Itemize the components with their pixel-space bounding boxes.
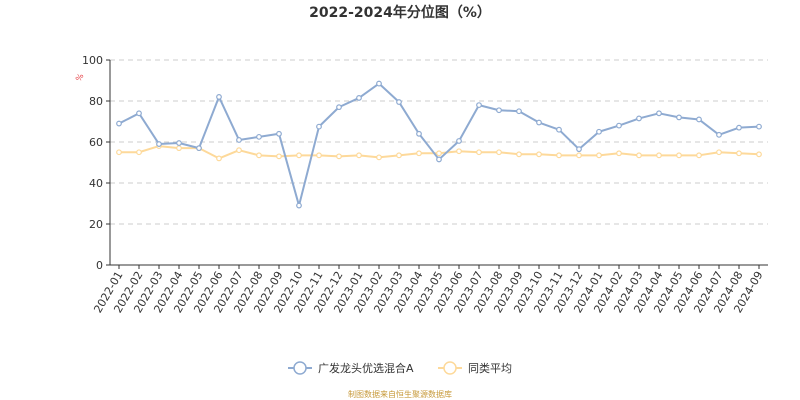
data-point[interactable]	[536, 119, 542, 126]
data-point[interactable]	[556, 126, 562, 133]
data-point[interactable]	[676, 114, 682, 121]
y-axis-unit-label: %	[74, 72, 86, 83]
data-point[interactable]	[116, 149, 122, 156]
data-point[interactable]	[516, 108, 522, 115]
data-point[interactable]	[236, 147, 242, 154]
y-tick-label: 0	[96, 259, 103, 272]
data-point[interactable]	[456, 148, 462, 155]
data-point[interactable]	[596, 152, 602, 159]
data-point[interactable]	[756, 151, 762, 158]
data-point[interactable]	[696, 116, 702, 123]
y-axis-ticks: 0 20 40 60 80 100	[82, 54, 110, 272]
data-point[interactable]	[396, 99, 402, 105]
data-point[interactable]	[136, 149, 142, 156]
series-lines	[116, 80, 762, 209]
y-tick-label: 40	[89, 177, 103, 190]
grid-lines	[110, 59, 768, 225]
data-point[interactable]	[636, 152, 642, 159]
data-point[interactable]	[576, 146, 582, 153]
legend-marker	[443, 361, 457, 375]
data-point[interactable]	[716, 131, 722, 138]
data-point[interactable]	[316, 123, 322, 130]
y-tick-label: 20	[89, 218, 103, 231]
data-point[interactable]	[596, 128, 602, 135]
data-point[interactable]	[256, 152, 262, 159]
data-point[interactable]	[636, 115, 642, 122]
legend-marker	[293, 361, 307, 375]
y-tick-label: 60	[89, 136, 103, 149]
data-point[interactable]	[696, 152, 702, 159]
legend-label: 广发龙头优选混合A	[318, 361, 414, 375]
data-point[interactable]	[416, 130, 422, 137]
data-point[interactable]	[276, 153, 282, 160]
data-point[interactable]	[256, 133, 262, 140]
data-point[interactable]	[116, 120, 122, 127]
data-point[interactable]	[176, 140, 182, 146]
data-point[interactable]	[336, 153, 342, 160]
data-point[interactable]	[376, 154, 382, 161]
data-point[interactable]	[496, 149, 502, 156]
data-point[interactable]	[216, 155, 222, 162]
data-point[interactable]	[476, 102, 482, 108]
data-point[interactable]	[236, 137, 242, 143]
data-point[interactable]	[656, 110, 662, 117]
data-point[interactable]	[456, 138, 462, 144]
data-point[interactable]	[416, 150, 422, 157]
data-point[interactable]	[296, 202, 302, 209]
data-point[interactable]	[136, 110, 142, 117]
chart-title: 2022-2024年分位图（%）	[309, 4, 491, 21]
data-point[interactable]	[756, 123, 762, 130]
data-point[interactable]	[196, 145, 202, 152]
series-2	[116, 143, 762, 162]
data-point[interactable]	[736, 124, 742, 131]
x-axis-ticks: 2022-012022-022022-032022-042022-052022-…	[91, 265, 766, 315]
series-1	[116, 80, 762, 209]
data-point[interactable]	[436, 156, 442, 163]
data-point[interactable]	[736, 150, 742, 157]
data-point[interactable]	[616, 122, 622, 129]
source-note: 制图数据来自恒生聚源数据库	[348, 389, 452, 399]
axes	[109, 60, 768, 266]
data-point[interactable]	[216, 93, 222, 100]
data-point[interactable]	[156, 141, 162, 147]
data-point[interactable]	[716, 149, 722, 156]
y-tick-label: 100	[82, 54, 103, 67]
data-point[interactable]	[176, 145, 182, 152]
data-point[interactable]	[356, 95, 362, 101]
data-point[interactable]	[476, 149, 482, 156]
data-point[interactable]	[556, 152, 562, 159]
data-point[interactable]	[656, 152, 662, 159]
data-point[interactable]	[356, 152, 362, 159]
legend-item-2[interactable]: 同类平均	[438, 361, 512, 375]
data-point[interactable]	[396, 152, 402, 159]
legend-item-1[interactable]: 广发龙头优选混合A	[288, 361, 414, 375]
data-point[interactable]	[676, 152, 682, 159]
data-point[interactable]	[316, 152, 322, 159]
data-point[interactable]	[296, 152, 302, 159]
legend: 广发龙头优选混合A 同类平均	[288, 361, 512, 375]
data-point[interactable]	[516, 151, 522, 158]
data-point[interactable]	[536, 151, 542, 158]
data-point[interactable]	[276, 130, 282, 137]
data-point[interactable]	[496, 107, 502, 114]
legend-label: 同类平均	[468, 361, 512, 375]
y-tick-label: 80	[89, 95, 103, 108]
data-point[interactable]	[376, 80, 382, 87]
data-point[interactable]	[616, 150, 622, 157]
data-point[interactable]	[436, 150, 442, 157]
data-point[interactable]	[336, 104, 342, 111]
data-point[interactable]	[576, 152, 582, 159]
series-line	[118, 82, 760, 207]
